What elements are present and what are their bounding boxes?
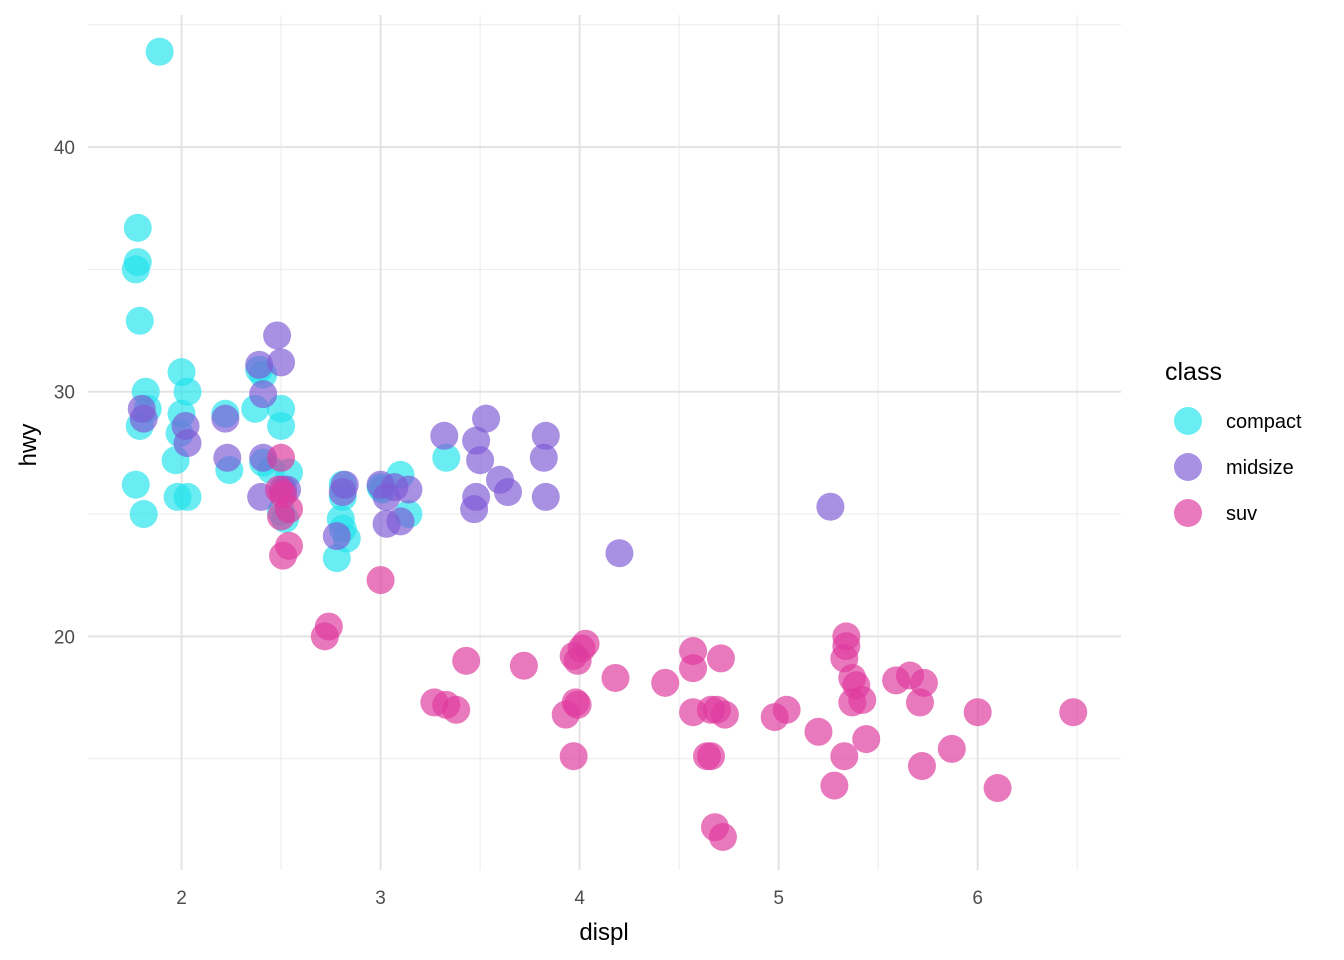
point-suv (267, 443, 296, 472)
point-midsize (213, 443, 242, 472)
point-suv (820, 771, 849, 800)
point-suv (696, 742, 725, 771)
legend: class compact midsize suv (1165, 358, 1302, 527)
point-midsize (328, 478, 357, 507)
legend-label-compact: compact (1226, 411, 1302, 433)
x-axis-ticks: 2 3 4 5 6 (176, 888, 983, 909)
point-suv (706, 644, 735, 673)
legend-key-compact (1174, 407, 1202, 435)
point-suv (710, 700, 739, 729)
point-suv (708, 822, 737, 851)
point-compact (121, 255, 150, 284)
point-suv (509, 651, 538, 680)
point-compact (173, 377, 202, 406)
point-suv (1059, 698, 1088, 727)
point-suv (442, 695, 471, 724)
point-compact (125, 306, 154, 335)
y-axis-ticks: 20 30 40 (54, 138, 75, 648)
point-suv (275, 495, 304, 524)
point-suv (452, 646, 481, 675)
point-compact (173, 482, 202, 511)
point-midsize (263, 321, 292, 350)
point-midsize (129, 404, 158, 433)
point-suv (559, 742, 588, 771)
point-suv (852, 725, 881, 754)
points (121, 37, 1088, 851)
x-tick-label: 2 (176, 888, 187, 909)
point-compact (267, 411, 296, 440)
point-suv (679, 654, 708, 683)
point-suv (907, 752, 936, 781)
point-suv (804, 717, 833, 746)
legend-title: class (1165, 358, 1222, 386)
point-compact (123, 213, 152, 242)
point-suv (563, 690, 592, 719)
point-suv (937, 734, 966, 763)
point-suv (963, 698, 992, 727)
point-midsize (394, 475, 423, 504)
point-suv (983, 774, 1012, 803)
point-midsize (173, 429, 202, 458)
point-midsize (605, 539, 634, 568)
point-compact (145, 37, 174, 66)
x-axis-label: displ (579, 919, 628, 946)
point-compact (432, 443, 461, 472)
grid (88, 15, 1121, 870)
point-compact (121, 470, 150, 499)
point-suv (366, 566, 395, 595)
point-compact (129, 500, 158, 529)
point-suv (269, 541, 298, 570)
point-compact (322, 544, 351, 573)
legend-key-suv (1174, 499, 1202, 527)
point-suv (830, 742, 859, 771)
point-suv (651, 668, 680, 697)
point-suv (571, 629, 600, 658)
point-midsize (816, 492, 845, 521)
x-tick-label: 4 (574, 888, 585, 909)
legend-key-midsize (1174, 453, 1202, 481)
point-midsize (466, 446, 495, 475)
x-tick-label: 3 (375, 888, 386, 909)
legend-label-midsize: midsize (1226, 457, 1294, 479)
point-suv (601, 663, 630, 692)
point-midsize (529, 443, 558, 472)
y-tick-label: 30 (54, 383, 75, 404)
point-suv (848, 685, 877, 714)
y-axis-label: hwy (15, 424, 42, 467)
point-suv (772, 695, 801, 724)
point-suv (905, 688, 934, 717)
x-tick-label: 5 (773, 888, 784, 909)
y-tick-label: 40 (54, 138, 75, 159)
point-midsize (531, 421, 560, 450)
point-suv (310, 622, 339, 651)
point-midsize (430, 421, 459, 450)
point-midsize (211, 404, 240, 433)
point-midsize (493, 478, 522, 507)
x-tick-label: 6 (972, 888, 983, 909)
point-midsize (460, 495, 489, 524)
point-midsize (267, 348, 296, 377)
point-midsize (249, 380, 278, 409)
point-midsize (386, 507, 415, 536)
point-midsize (472, 404, 501, 433)
y-tick-label: 20 (54, 627, 75, 648)
legend-label-suv: suv (1226, 503, 1257, 525)
point-midsize (245, 350, 274, 379)
point-midsize (322, 522, 351, 551)
point-midsize (531, 482, 560, 511)
